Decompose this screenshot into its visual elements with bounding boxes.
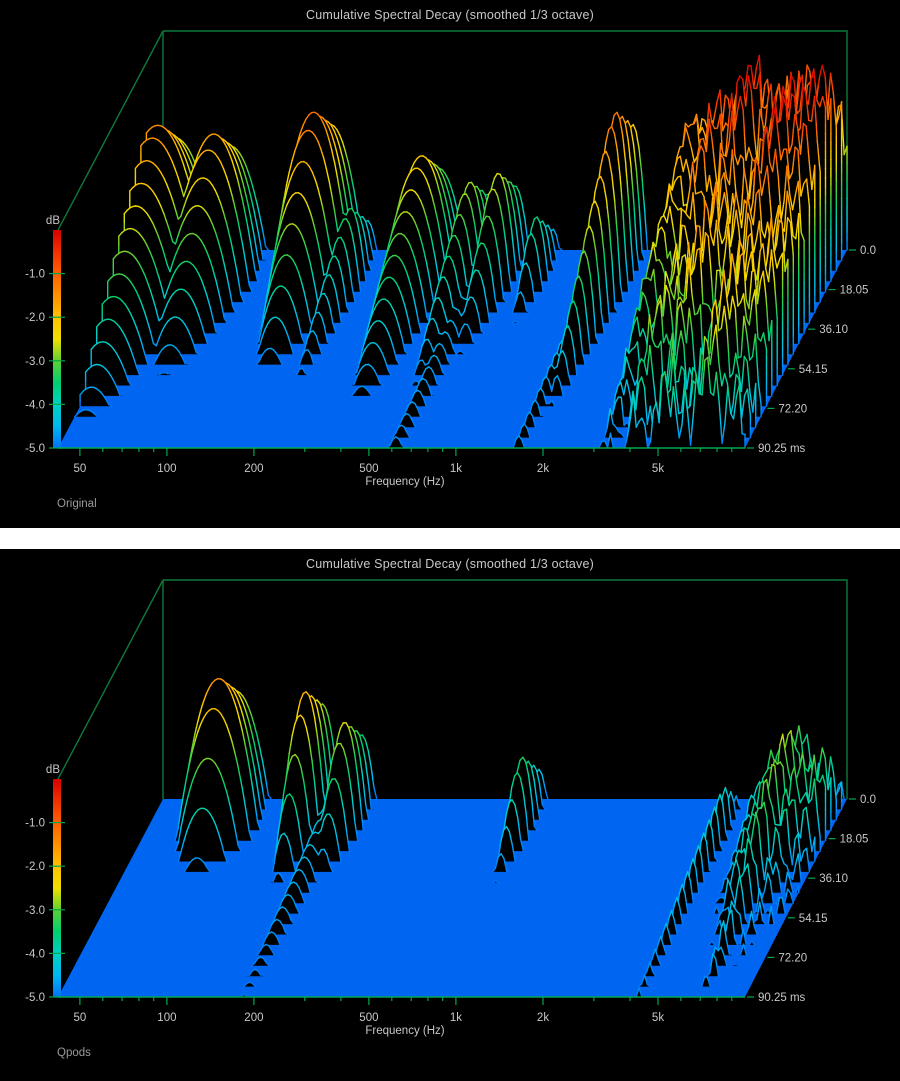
svg-text:50: 50 bbox=[74, 463, 87, 475]
svg-text:-4.0: -4.0 bbox=[25, 399, 45, 411]
svg-text:200: 200 bbox=[244, 1012, 263, 1024]
frequency-axis: 50 100 200 500 1k 2k 5k bbox=[58, 447, 745, 475]
svg-text:-1.0: -1.0 bbox=[25, 269, 45, 281]
svg-text:2k: 2k bbox=[537, 463, 549, 475]
svg-text:dB: dB bbox=[46, 764, 60, 776]
svg-text:90.25 ms: 90.25 ms bbox=[758, 992, 806, 1004]
svg-text:54.15: 54.15 bbox=[799, 913, 828, 925]
floor bbox=[58, 799, 847, 997]
time-axis: 0.0 18.05 36.10 54.15 72.20 90.25 ms bbox=[747, 794, 876, 1004]
svg-text:100: 100 bbox=[157, 1012, 176, 1024]
svg-text:-3.0: -3.0 bbox=[25, 905, 45, 917]
waterfall-slices bbox=[58, 678, 847, 998]
svg-text:36.10: 36.10 bbox=[819, 324, 848, 336]
svg-text:500: 500 bbox=[359, 1012, 378, 1024]
time-axis: 0.0 18.05 36.10 54.15 72.20 90.25 ms bbox=[747, 245, 876, 455]
svg-text:-4.0: -4.0 bbox=[25, 948, 45, 960]
waterfall-canvas-original: dB -1.0 -2.0 -3.0 -4.0 -5.0 50 100 200 500 1k 2k 5k 0… bbox=[25, 30, 876, 475]
svg-text:36.10: 36.10 bbox=[819, 873, 848, 885]
svg-text:50: 50 bbox=[74, 1012, 87, 1024]
svg-text:-1.0: -1.0 bbox=[25, 818, 45, 830]
svg-text:-2.0: -2.0 bbox=[25, 861, 45, 873]
csd-plot-original: dB -1.0 -2.0 -3.0 -4.0 -5.0 50 100 200 500 1k 2k 5k 0… bbox=[0, 0, 900, 528]
svg-text:18.05: 18.05 bbox=[840, 285, 869, 297]
waterfall-slices bbox=[58, 54, 848, 449]
svg-text:90.25 ms: 90.25 ms bbox=[758, 443, 806, 455]
svg-text:200: 200 bbox=[244, 463, 263, 475]
svg-text:500: 500 bbox=[359, 463, 378, 475]
svg-text:1k: 1k bbox=[450, 1012, 462, 1024]
svg-text:100: 100 bbox=[157, 463, 176, 475]
db-colorbar: dB -1.0 -2.0 -3.0 -4.0 -5.0 bbox=[25, 215, 65, 455]
svg-text:54.15: 54.15 bbox=[799, 364, 828, 376]
svg-text:5k: 5k bbox=[652, 463, 664, 475]
svg-text:-5.0: -5.0 bbox=[25, 992, 45, 1004]
svg-text:-5.0: -5.0 bbox=[25, 443, 45, 455]
svg-text:5k: 5k bbox=[652, 1012, 664, 1024]
csd-plot-qpods: dB -1.0 -2.0 -3.0 -4.0 -5.0 50 100 200 500 1k 2k 5k 0… bbox=[0, 549, 900, 1081]
svg-text:2k: 2k bbox=[537, 1012, 549, 1024]
svg-text:18.05: 18.05 bbox=[840, 834, 869, 846]
svg-text:dB: dB bbox=[46, 215, 60, 227]
waterfall-canvas-qpods: dB -1.0 -2.0 -3.0 -4.0 -5.0 50 100 200 500 1k 2k 5k 0… bbox=[25, 579, 876, 1024]
db-colorbar: dB -1.0 -2.0 -3.0 -4.0 -5.0 bbox=[25, 764, 65, 1004]
svg-text:0.0: 0.0 bbox=[860, 794, 876, 806]
svg-text:1k: 1k bbox=[450, 463, 462, 475]
svg-text:72.20: 72.20 bbox=[778, 403, 807, 415]
svg-text:0.0: 0.0 bbox=[860, 245, 876, 257]
frequency-axis: 50 100 200 500 1k 2k 5k bbox=[58, 996, 745, 1024]
svg-text:-3.0: -3.0 bbox=[25, 356, 45, 368]
svg-text:-2.0: -2.0 bbox=[25, 312, 45, 324]
svg-text:72.20: 72.20 bbox=[778, 952, 807, 964]
